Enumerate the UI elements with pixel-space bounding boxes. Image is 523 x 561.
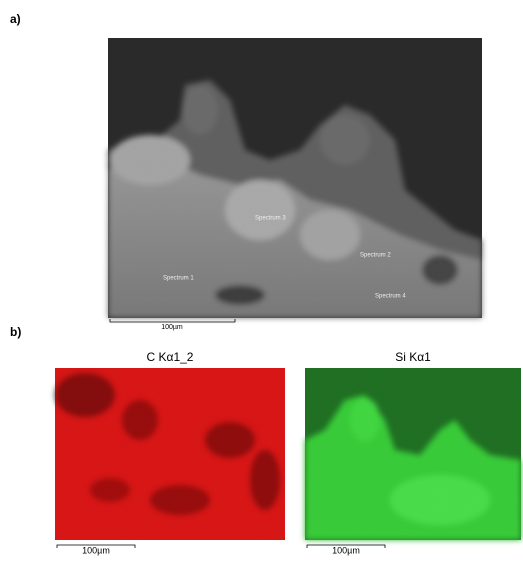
scale-bar-label: 100µm: [82, 545, 110, 555]
map-title: Si Kα1: [395, 350, 431, 364]
scale-bar-label: 100µm: [161, 324, 183, 331]
map-title: C Kα1_2: [147, 350, 194, 364]
scale-bar: 100µm: [56, 544, 136, 555]
panel-label: b): [10, 325, 21, 339]
silicon-map: [305, 368, 521, 540]
scale-bar-label: 100µm: [332, 545, 360, 555]
sem-image: Spectrum 3 Spectrum 2 Spectrum 1 Spectru…: [108, 38, 482, 318]
spectrum-label: Spectrum 2: [360, 253, 391, 259]
panel-label: a): [10, 12, 21, 26]
scale-bar: 100µm: [109, 319, 236, 331]
spectrum-label: Spectrum 4: [375, 294, 406, 300]
spectrum-label: Spectrum 3: [255, 216, 286, 222]
spectrum-label: Spectrum 1: [163, 276, 194, 282]
carbon-map: [55, 368, 285, 540]
scale-bar: 100µm: [306, 544, 386, 555]
